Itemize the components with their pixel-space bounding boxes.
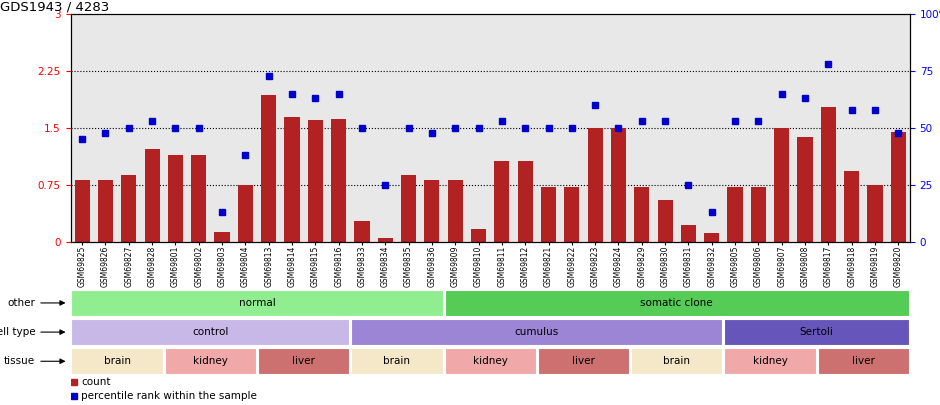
- Text: tissue: tissue: [4, 356, 36, 366]
- Text: liver: liver: [572, 356, 595, 366]
- Bar: [445, 290, 909, 316]
- Text: GDS1943 / 4283: GDS1943 / 4283: [0, 0, 109, 13]
- Bar: [821, 107, 836, 242]
- Text: kidney: kidney: [473, 356, 508, 366]
- Bar: [352, 348, 443, 374]
- Text: normal: normal: [239, 298, 275, 308]
- Bar: [354, 221, 369, 242]
- Bar: [471, 229, 486, 242]
- Bar: [751, 187, 766, 242]
- Bar: [447, 179, 462, 242]
- Bar: [307, 120, 323, 242]
- Bar: [775, 128, 790, 242]
- Bar: [378, 238, 393, 242]
- Bar: [424, 179, 440, 242]
- Bar: [121, 175, 136, 242]
- Bar: [98, 179, 113, 242]
- Bar: [258, 348, 350, 374]
- Bar: [71, 348, 163, 374]
- Bar: [891, 132, 906, 242]
- Text: kidney: kidney: [193, 356, 227, 366]
- Text: brain: brain: [103, 356, 131, 366]
- Text: percentile rank within the sample: percentile rank within the sample: [81, 391, 257, 401]
- Bar: [818, 348, 909, 374]
- Text: liver: liver: [852, 356, 875, 366]
- Text: count: count: [81, 377, 111, 387]
- Text: Sertoli: Sertoli: [800, 327, 834, 337]
- Text: somatic clone: somatic clone: [640, 298, 713, 308]
- Text: liver: liver: [292, 356, 315, 366]
- Bar: [191, 155, 206, 242]
- Text: cell type: cell type: [0, 327, 36, 337]
- Bar: [145, 149, 160, 242]
- Text: brain: brain: [384, 356, 411, 366]
- Text: cumulus: cumulus: [515, 327, 559, 337]
- Bar: [725, 319, 909, 345]
- Text: control: control: [192, 327, 228, 337]
- Bar: [238, 185, 253, 242]
- Text: kidney: kidney: [753, 356, 788, 366]
- Bar: [331, 119, 346, 242]
- Bar: [401, 175, 416, 242]
- Bar: [728, 187, 743, 242]
- Bar: [634, 187, 650, 242]
- Bar: [681, 225, 696, 242]
- Bar: [261, 95, 276, 242]
- Bar: [540, 187, 556, 242]
- Bar: [725, 348, 816, 374]
- Bar: [71, 319, 350, 345]
- Bar: [844, 171, 859, 242]
- Text: other: other: [8, 298, 36, 308]
- Bar: [164, 348, 256, 374]
- Bar: [611, 128, 626, 242]
- Bar: [868, 185, 883, 242]
- Bar: [352, 319, 723, 345]
- Bar: [518, 161, 533, 242]
- Text: brain: brain: [664, 356, 690, 366]
- Bar: [564, 187, 579, 242]
- Bar: [631, 348, 723, 374]
- Bar: [74, 179, 89, 242]
- Bar: [494, 161, 509, 242]
- Bar: [657, 200, 673, 242]
- Bar: [538, 348, 629, 374]
- Bar: [214, 232, 229, 242]
- Bar: [797, 137, 812, 242]
- Bar: [704, 233, 719, 242]
- Bar: [445, 348, 536, 374]
- Bar: [588, 128, 603, 242]
- Bar: [168, 155, 183, 242]
- Bar: [285, 117, 300, 242]
- Bar: [71, 290, 443, 316]
